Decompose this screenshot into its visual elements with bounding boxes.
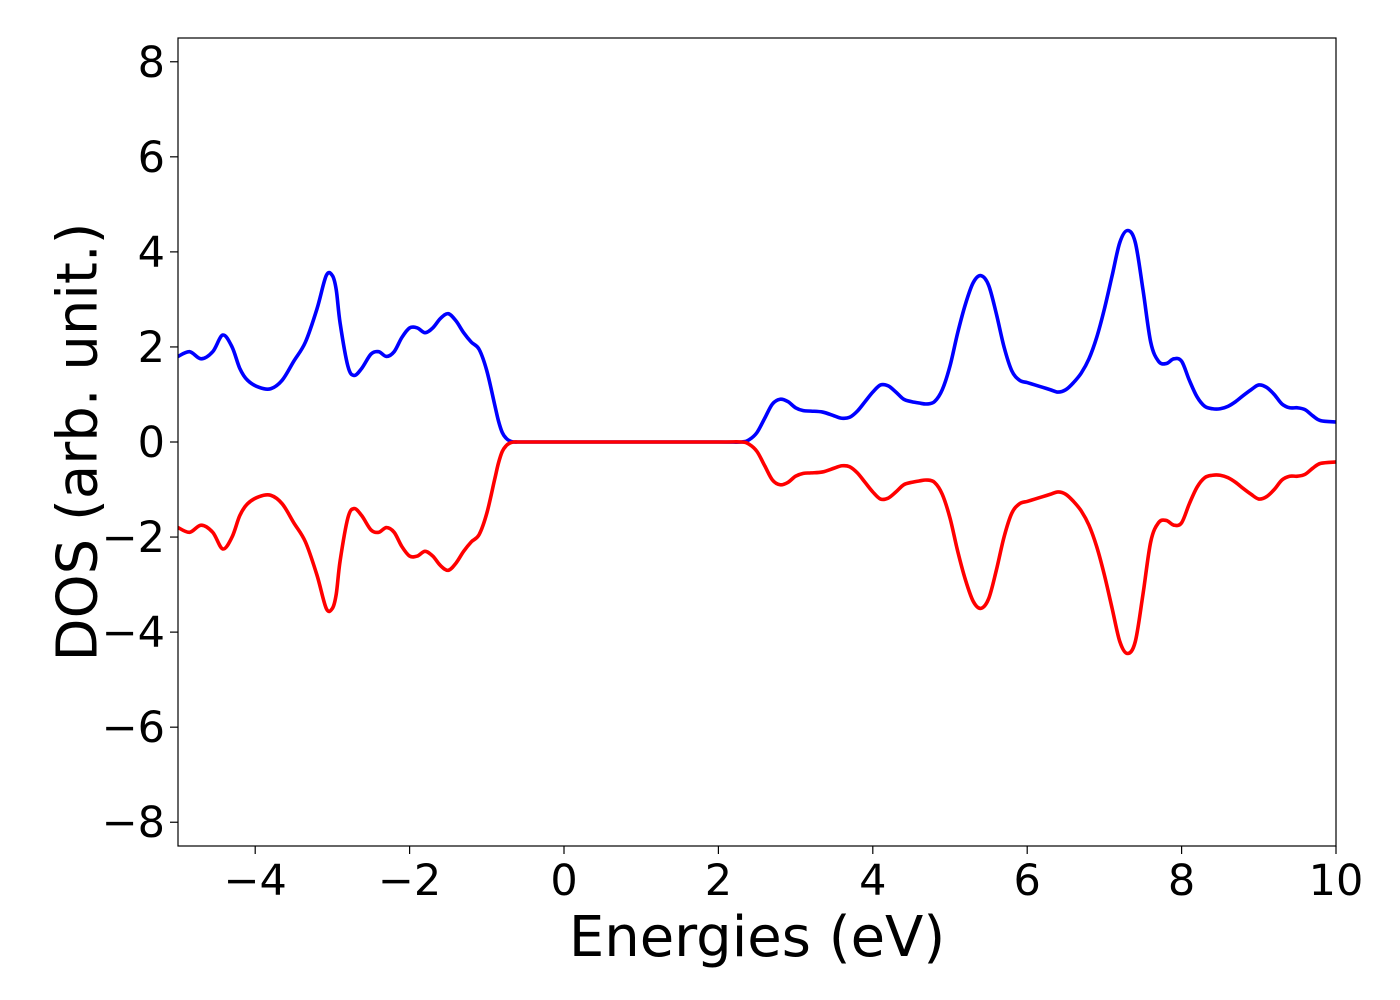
y-tick-label: 4 xyxy=(138,228,165,278)
y-axis-ticks: 8 6 4 2 0 −2 −4 −6 −8 xyxy=(102,38,178,848)
y-tick-label: −6 xyxy=(102,703,165,753)
y-tick-label: −2 xyxy=(102,513,165,563)
x-tick-label: 0 xyxy=(550,856,577,906)
y-tick-label: −4 xyxy=(102,608,165,658)
y-tick-label: 0 xyxy=(138,418,165,468)
x-tick-label: 2 xyxy=(705,856,732,906)
x-axis-title: Energies (eV) xyxy=(569,905,945,970)
x-tick-label: 10 xyxy=(1309,856,1364,906)
y-axis-title: DOS (arb. unit.) xyxy=(46,222,111,661)
y-tick-label: 8 xyxy=(138,38,165,88)
x-tick-label: 6 xyxy=(1014,856,1041,906)
series-layer xyxy=(178,228,1336,656)
y-tick-label: 2 xyxy=(138,323,165,373)
x-axis-ticks: −4 −2 0 2 4 6 8 10 xyxy=(224,846,1364,906)
x-tick-label: −4 xyxy=(224,856,287,906)
series-line-down xyxy=(178,440,1336,656)
y-tick-label: 6 xyxy=(138,133,165,183)
x-tick-label: 8 xyxy=(1168,856,1195,906)
x-tick-label: 4 xyxy=(859,856,886,906)
y-tick-label: −8 xyxy=(102,798,165,848)
x-tick-label: −2 xyxy=(378,856,441,906)
series-line-up xyxy=(178,228,1336,444)
